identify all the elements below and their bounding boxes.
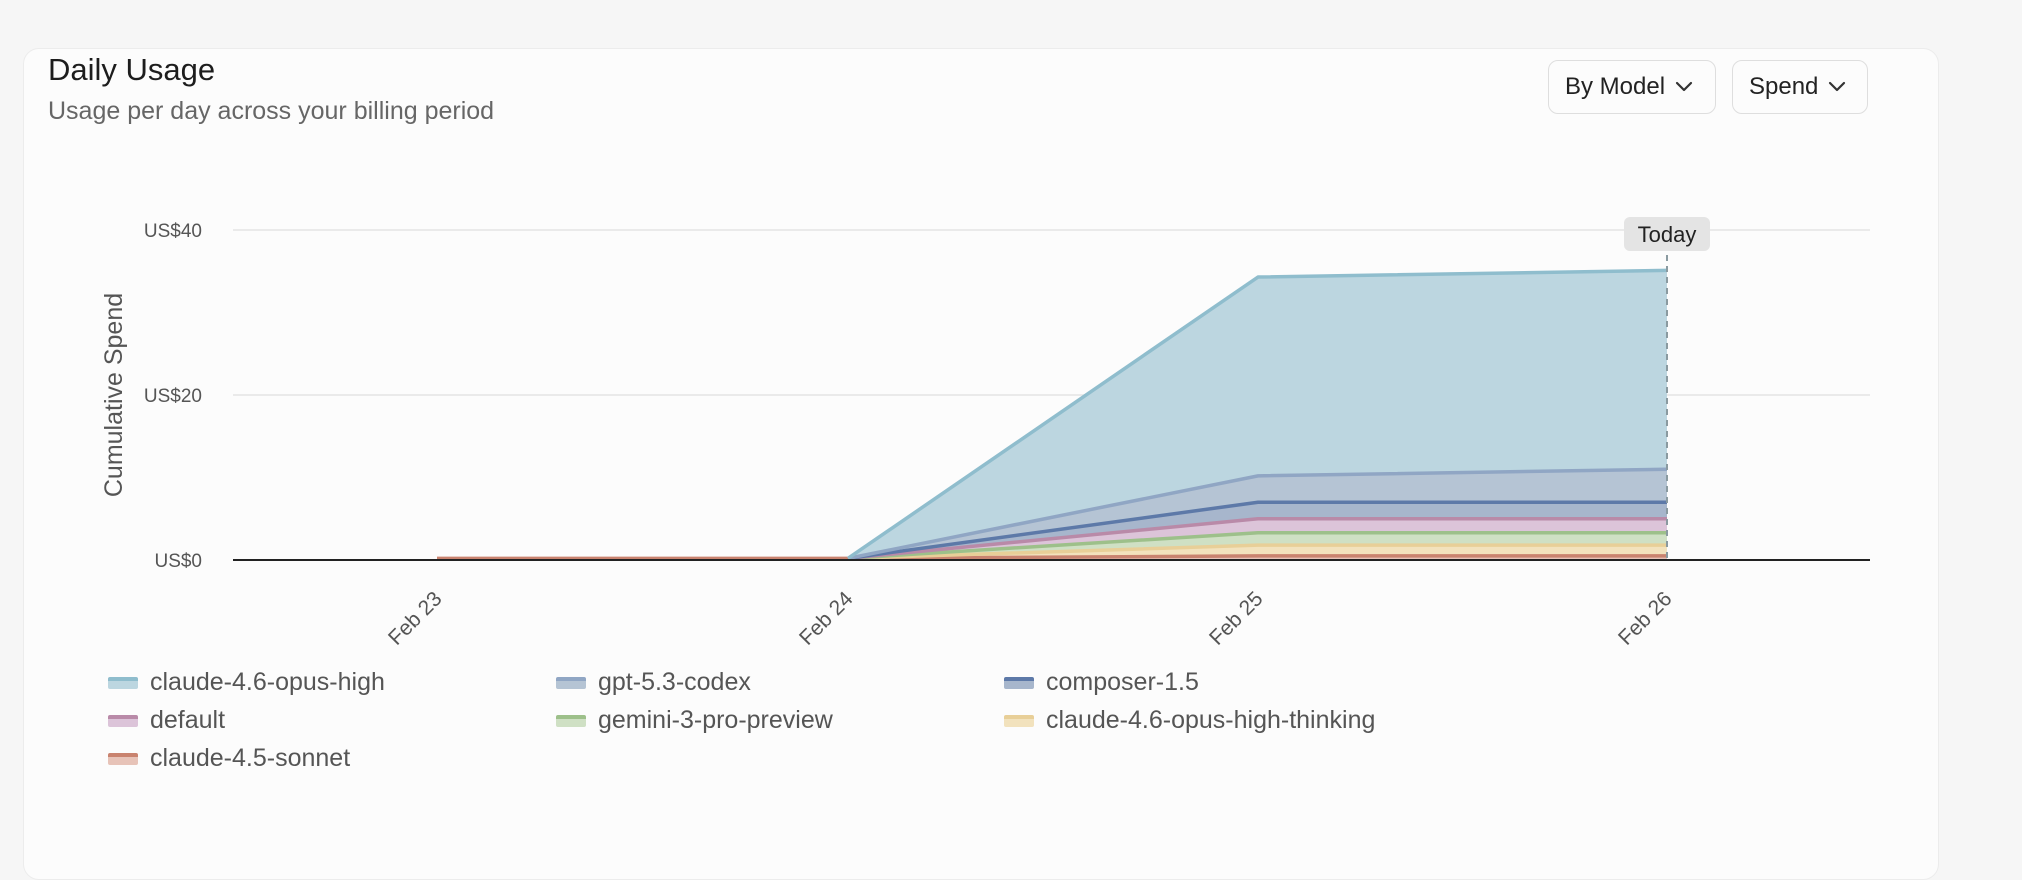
chart-subtitle: Usage per day across your billing period: [48, 97, 495, 125]
y-tick-label: US$0: [154, 551, 202, 572]
legend-swatch: [1004, 676, 1034, 689]
chart-legend: claude-4.6-opus-high gpt-5.3-codex compose…: [84, 650, 1584, 810]
chevron-down-icon: [1828, 81, 1846, 93]
legend-item[interactable]: claude-4.5-sonnet: [108, 744, 350, 773]
legend-item[interactable]: claude-4.6-opus-high-thinking: [1004, 706, 1375, 735]
legend-label: gemini-3-pro-preview: [598, 706, 833, 734]
line-claude-4.6-opus-high-thinking: [847, 543, 1667, 561]
legend-swatch: [108, 752, 138, 765]
x-tick-label: Feb 26: [1614, 587, 1677, 650]
legend-label: default: [150, 706, 226, 734]
legend-label: claude-4.6-opus-high: [150, 668, 385, 696]
metric-dropdown[interactable]: Spend: [1732, 60, 1868, 114]
group-by-label: By Model: [1565, 73, 1666, 100]
legend-item[interactable]: gpt-5.3-codex: [556, 668, 751, 697]
legend-item[interactable]: gemini-3-pro-preview: [556, 706, 833, 735]
area-gpt-5.3-codex: [848, 469, 1667, 559]
legend-item[interactable]: default: [108, 706, 225, 735]
legend-label: claude-4.5-sonnet: [150, 744, 351, 772]
area-claude-4.6-opus-high: [848, 270, 1667, 559]
group-by-dropdown[interactable]: By Model: [1548, 60, 1716, 114]
line-composer-1.5: [847, 500, 1667, 561]
area-gemini-3-pro-preview: [848, 532, 1667, 559]
legend-swatch: [108, 714, 138, 727]
legend-swatch: [556, 714, 586, 727]
area-default: [848, 518, 1667, 559]
legend-label: gpt-5.3-codex: [598, 668, 751, 696]
x-tick-label: Feb 25: [1205, 587, 1268, 650]
legend-item[interactable]: claude-4.6-opus-high: [108, 668, 385, 697]
chart-title: Daily Usage: [48, 52, 216, 87]
legend-label: composer-1.5: [1046, 668, 1199, 696]
usage-area-chart: US$0 US$20 US$40 Cumulative Spend Feb 23 Feb …: [100, 217, 1870, 650]
today-label: Today: [1638, 222, 1697, 247]
line-claude-4.6-opus-high: [847, 268, 1668, 560]
x-tick-label: Feb 24: [795, 587, 858, 650]
chevron-down-icon: [1675, 81, 1693, 93]
legend-swatch: [1004, 714, 1034, 727]
legend-label: claude-4.6-opus-high-thinking: [1046, 706, 1376, 734]
legend-swatch: [556, 676, 586, 689]
y-tick-label: US$40: [144, 221, 202, 242]
y-axis-label: Cumulative Spend: [100, 293, 128, 497]
x-tick-label: Feb 23: [384, 587, 447, 650]
line-claude-4.5-sonnet: [437, 554, 1667, 561]
area-composer-1.5: [848, 502, 1667, 559]
today-badge: [1624, 217, 1710, 251]
line-gpt-5.3-codex: [847, 467, 1668, 561]
line-gemini-3-pro-preview: [847, 531, 1667, 561]
line-default: [847, 517, 1667, 561]
legend-swatch: [108, 676, 138, 689]
y-tick-label: US$20: [144, 386, 202, 407]
legend-item[interactable]: composer-1.5: [1004, 668, 1199, 697]
metric-label: Spend: [1749, 73, 1819, 100]
